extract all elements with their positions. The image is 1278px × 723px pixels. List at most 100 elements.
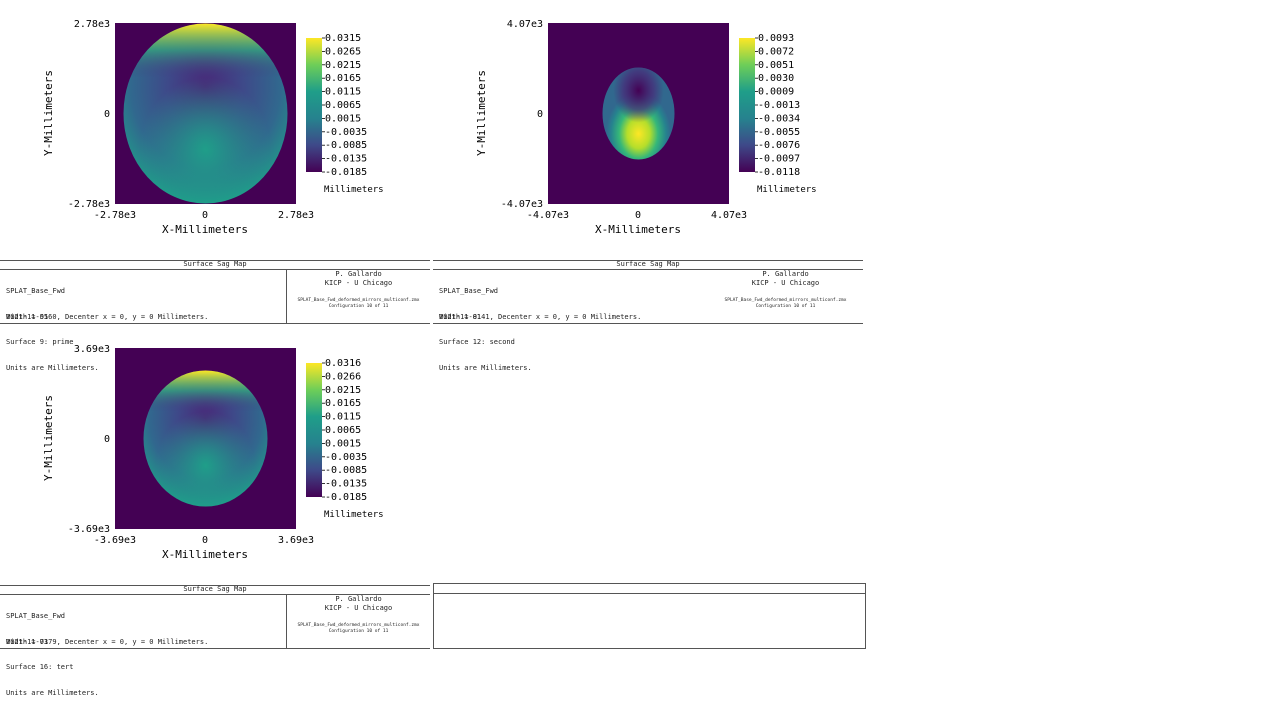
colorbar-tick-label: 0.0009 <box>758 87 794 98</box>
x-tick-mid: 0 <box>202 210 208 221</box>
colorbar-tick-label: 0.0165 <box>325 73 361 84</box>
divider-vertical <box>286 594 287 648</box>
x-axis-label: X-Millimeters <box>162 223 248 236</box>
empty-panel <box>433 583 866 649</box>
x-tick-right: 4.07e3 <box>711 210 747 221</box>
colorbar-tick-label: -0.0034 <box>758 113 800 124</box>
colorbar <box>306 363 322 497</box>
y-tick-top: 3.69e3 <box>74 344 110 355</box>
sag-surface-low-region <box>602 67 675 160</box>
y-tick-top: 4.07e3 <box>507 19 543 30</box>
colorbar-tick-label: 0.0316 <box>325 358 361 369</box>
colorbar-tick-label: 0.0051 <box>758 60 794 71</box>
organization: KICP - U Chicago <box>324 278 393 287</box>
units: Units are Millimeters. <box>6 688 99 697</box>
colorbar-label: Millimeters <box>757 185 817 195</box>
colorbar-tick-label: 0.0065 <box>325 425 361 436</box>
colorbar-tick-label: -0.0135 <box>325 154 367 165</box>
y-tick-mid: 0 <box>537 109 543 120</box>
panel-right: P. Gallardo KICP - U Chicago SPLAT_Base_… <box>708 270 863 309</box>
panel-left: SPLAT_Base_Fwd 2021-11-01 Surface 9: pri… <box>6 270 208 398</box>
x-tick-mid: 0 <box>635 210 641 221</box>
sag-map-plot-prime: 2.78e3 0 -2.78e3 -2.78e3 0 2.78e3 X-Mill… <box>0 10 430 260</box>
sag-map-plot-second: 4.07e3 0 -4.07e3 -4.07e3 0 4.07e3 X-Mill… <box>433 10 863 260</box>
colorbar-tick-label: 0.0315 <box>325 33 361 44</box>
colorbar-tick-label: -0.0055 <box>758 127 800 138</box>
colorbar-tick-label: -0.0013 <box>758 100 800 111</box>
colorbar-tick-label: -0.0035 <box>325 127 367 138</box>
panel-title: Surface Sag Map <box>183 260 247 268</box>
y-tick-mid: 0 <box>104 109 110 120</box>
panel-title: Surface Sag Map <box>183 585 247 593</box>
y-tick-bottom: -4.07e3 <box>501 199 543 210</box>
panel-title: Surface Sag Map <box>616 260 680 268</box>
colorbar-tick-label: 0.0015 <box>325 438 361 449</box>
x-tick-right: 3.69e3 <box>278 535 314 546</box>
colorbar <box>306 38 322 172</box>
colorbar-tick-label: -0.0135 <box>325 479 367 490</box>
x-axis-label: X-Millimeters <box>595 223 681 236</box>
panel-right: P. Gallardo KICP - U Chicago SPLAT_Base_… <box>287 595 430 634</box>
author: P. Gallardo <box>335 270 382 278</box>
surface: Surface 16: tert <box>6 663 74 671</box>
colorbar-tick-label: 0.0065 <box>325 100 361 111</box>
colorbar-tick-label: 0.0115 <box>325 412 361 423</box>
configuration: Configuration 10 of 11 <box>328 628 389 634</box>
units: Units are Millimeters. <box>6 363 99 372</box>
y-tick-mid: 0 <box>104 434 110 445</box>
info-panel-tert: Surface Sag Map SPLAT_Base_Fwd 2021-11-0… <box>0 585 430 697</box>
zmx-file: SPLAT_Base_Fwd_deformed_mirrors_multicon… <box>297 623 420 628</box>
file-name: SPLAT_Base_Fwd <box>6 287 66 295</box>
colorbar-label: Millimeters <box>324 510 384 520</box>
y-axis-label: Y-Millimeters <box>42 395 55 481</box>
sag-map-svg-tert: 3.69e3 0 -3.69e3 -3.69e3 0 3.69e3 X-Mill… <box>42 344 384 561</box>
colorbar-tick-label: 0.0115 <box>325 87 361 98</box>
colorbar-tick-label: 0.0215 <box>325 385 361 396</box>
author: P. Gallardo <box>335 595 382 603</box>
panel-left: SPLAT_Base_Fwd 2021-11-01 Surface 16: te… <box>6 595 208 723</box>
sag-map-plot-tert: 3.69e3 0 -3.69e3 -3.69e3 0 3.69e3 X-Mill… <box>0 335 430 585</box>
file-name: SPLAT_Base_Fwd <box>6 612 66 620</box>
x-tick-mid: 0 <box>202 535 208 546</box>
colorbar-label: Millimeters <box>324 185 384 195</box>
colorbar-tick-label: -0.0085 <box>325 465 367 476</box>
colorbar-tick-label: 0.0030 <box>758 73 794 84</box>
colorbar-tick-label: 0.0165 <box>325 398 361 409</box>
colorbar-tick-label: -0.0185 <box>325 492 367 503</box>
info-panel-prime: Surface Sag Map SPLAT_Base_Fwd 2021-11-0… <box>0 260 430 372</box>
date: 2021-11-01 <box>439 312 482 321</box>
configuration: Configuration 10 of 11 <box>328 303 389 309</box>
panel-left: SPLAT_Base_Fwd 2021-11-01 Surface 12: se… <box>439 270 641 398</box>
zmx-file: SPLAT_Base_Fwd_deformed_mirrors_multicon… <box>297 298 420 303</box>
colorbar-tick-label: 0.0093 <box>758 33 794 44</box>
colorbar-tick-label: -0.0118 <box>758 167 800 178</box>
organization: KICP - U Chicago <box>751 278 820 287</box>
sag-surface-high-edge <box>143 370 268 507</box>
info-panel-second: Surface Sag Map SPLAT_Base_Fwd 2021-11-0… <box>433 260 863 372</box>
colorbar-tick-label: 0.0266 <box>325 371 361 382</box>
colorbar-tick-label: -0.0076 <box>758 140 800 151</box>
colorbar-tick-label: -0.0097 <box>758 154 800 165</box>
x-axis-label: X-Millimeters <box>162 548 248 561</box>
divider <box>0 269 430 270</box>
colorbar-tick-label: -0.0085 <box>325 140 367 151</box>
x-tick-right: 2.78e3 <box>278 210 314 221</box>
units: Units are Millimeters. <box>439 363 532 372</box>
colorbar-tick-label: 0.0265 <box>325 46 361 57</box>
width-info: Width = 8141, Decenter x = 0, y = 0 Mill… <box>439 313 642 321</box>
y-tick-bottom: -2.78e3 <box>68 199 110 210</box>
author: P. Gallardo <box>762 270 809 278</box>
sag-map-svg-second: 4.07e3 0 -4.07e3 -4.07e3 0 4.07e3 X-Mill… <box>475 19 817 236</box>
width-info: Width = 5560, Decenter x = 0, y = 0 Mill… <box>6 313 209 321</box>
date: 2021-11-01 <box>6 637 49 646</box>
configuration: Configuration 10 of 11 <box>755 303 816 309</box>
file-name: SPLAT_Base_Fwd <box>439 287 499 295</box>
x-tick-left: -3.69e3 <box>94 535 136 546</box>
y-axis-label: Y-Millimeters <box>475 70 488 156</box>
divider <box>0 594 430 595</box>
surface: Surface 9: prime <box>6 338 74 346</box>
width-info: Width = 7379, Decenter x = 0, y = 0 Mill… <box>6 638 209 646</box>
colorbar <box>739 38 755 172</box>
colorbar-tick-label: -0.0035 <box>325 452 367 463</box>
y-tick-top: 2.78e3 <box>74 19 110 30</box>
